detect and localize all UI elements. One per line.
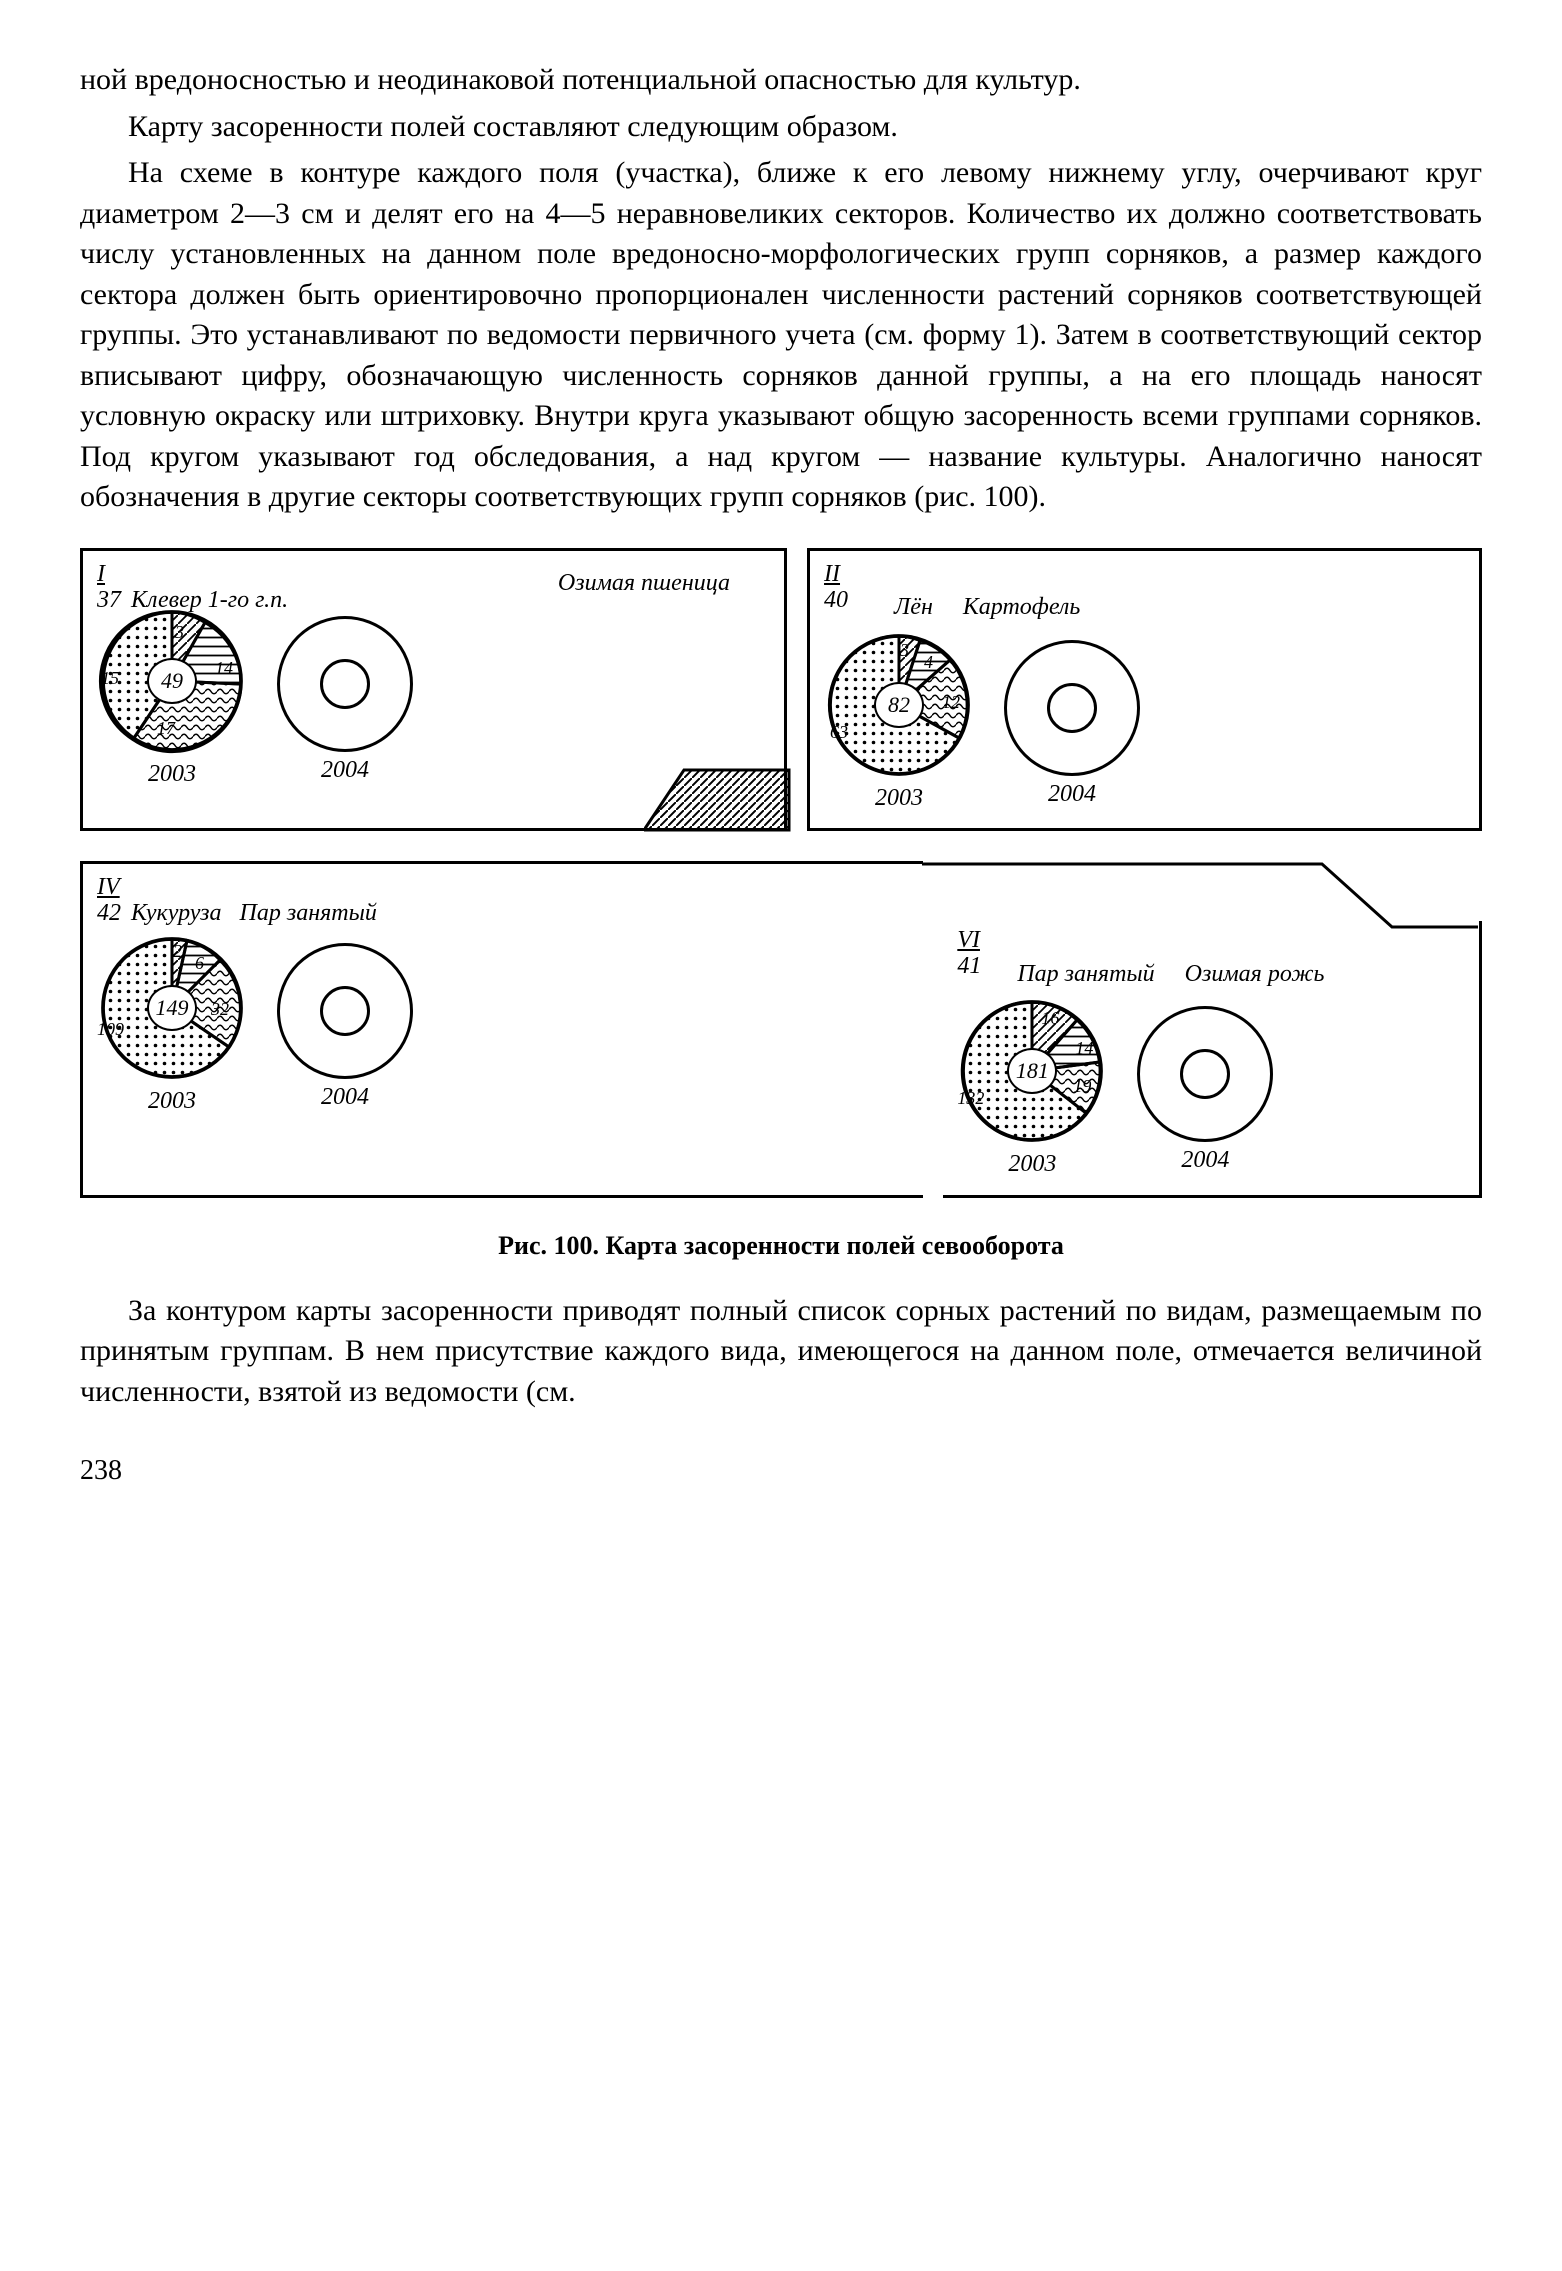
paragraph-3: На схеме в контуре каждого поля (участка… xyxy=(80,153,1482,518)
field-num-1: I xyxy=(97,561,105,587)
page-number: 238 xyxy=(80,1452,1482,1490)
crop-2b: Картофель xyxy=(963,591,1080,623)
pie-field-1: 49 3 14 17 15 xyxy=(97,606,247,756)
blank-ring-2 xyxy=(1004,640,1140,776)
sec-1-2: 17 xyxy=(157,716,175,740)
sec-3-2: 32 xyxy=(211,997,229,1021)
year-1a: 2003 xyxy=(97,758,247,790)
year-3a: 2003 xyxy=(97,1085,247,1117)
paragraph-2: Карту засоренности полей составляют след… xyxy=(80,107,1482,148)
sec-2-1: 4 xyxy=(924,650,933,674)
sec-3-1: 6 xyxy=(195,951,204,975)
year-1b: 2004 xyxy=(277,754,413,786)
sec-2-0: 3 xyxy=(900,638,909,662)
sec-3-3: 109 xyxy=(97,1017,124,1041)
field-box-3: IV 42 Кукуруза Пар занятый xyxy=(80,861,923,1198)
field-box-4: VI 41 Пар занятый Озимая рожь xyxy=(943,921,1482,1198)
sec-1-3: 15 xyxy=(101,666,119,690)
paragraph-1: ной вредоносностью и неодинаковой потенц… xyxy=(80,60,1482,101)
year-4b: 2004 xyxy=(1137,1144,1273,1176)
crop-3a: Кукуруза xyxy=(131,900,222,926)
sec-1-0: 3 xyxy=(175,620,184,644)
sec-4-0: 16 xyxy=(1041,1006,1059,1030)
sec-3-0: 2 xyxy=(173,939,182,963)
crop-4b: Озимая рожь xyxy=(1185,958,1325,990)
paragraph-4: За контуром карты засоренности приводят … xyxy=(80,1291,1482,1413)
crop-2a: Лён xyxy=(894,591,933,623)
field-area-2: 40 xyxy=(824,587,848,613)
sec-4-2: 19 xyxy=(1073,1074,1091,1098)
crop-1b: Озимая пшеница xyxy=(558,567,730,599)
sec-2-3: 63 xyxy=(830,720,848,744)
figure-100: I 37 Клевер 1-го г.п. Озимая пшеница xyxy=(80,548,1482,1263)
pie-field-3: 149 2 6 32 109 xyxy=(97,933,247,1083)
pie-total-2: 82 xyxy=(874,682,924,728)
crop-4a: Пар занятый xyxy=(1017,958,1154,990)
field-outline-connector xyxy=(922,861,1482,931)
blank-ring-1 xyxy=(277,616,413,752)
figure-caption: Рис. 100. Карта засоренности полей севоо… xyxy=(80,1228,1482,1263)
year-3b: 2004 xyxy=(277,1081,413,1113)
field-num-2: II xyxy=(824,561,840,587)
pie-field-2: 82 3 4 12 63 xyxy=(824,630,974,780)
sec-1-1: 14 xyxy=(215,656,233,680)
year-4a: 2003 xyxy=(957,1148,1107,1180)
field-box-1: I 37 Клевер 1-го г.п. Озимая пшеница xyxy=(80,548,787,832)
year-2b: 2004 xyxy=(1004,778,1140,810)
pie-total-4: 181 xyxy=(1007,1048,1057,1094)
blank-ring-3 xyxy=(277,943,413,1079)
field-box-2: II 40 Лён Картофель xyxy=(807,548,1482,832)
sec-2-2: 12 xyxy=(942,690,960,714)
year-2a: 2003 xyxy=(824,782,974,814)
pie-total-1: 49 xyxy=(147,658,197,704)
pie-field-4: 181 16 14 19 132 xyxy=(957,996,1107,1146)
blank-ring-4 xyxy=(1137,1006,1273,1142)
field-area-4: 41 xyxy=(957,953,981,979)
field-num-3: IV xyxy=(97,874,120,900)
sec-4-3: 132 xyxy=(957,1086,984,1110)
pie-total-3: 149 xyxy=(147,985,197,1031)
field-area-3: 42 xyxy=(97,900,121,926)
crop-3b: Пар занятый xyxy=(240,900,377,926)
hatched-shape-1 xyxy=(644,762,794,832)
sec-4-1: 14 xyxy=(1075,1036,1093,1060)
